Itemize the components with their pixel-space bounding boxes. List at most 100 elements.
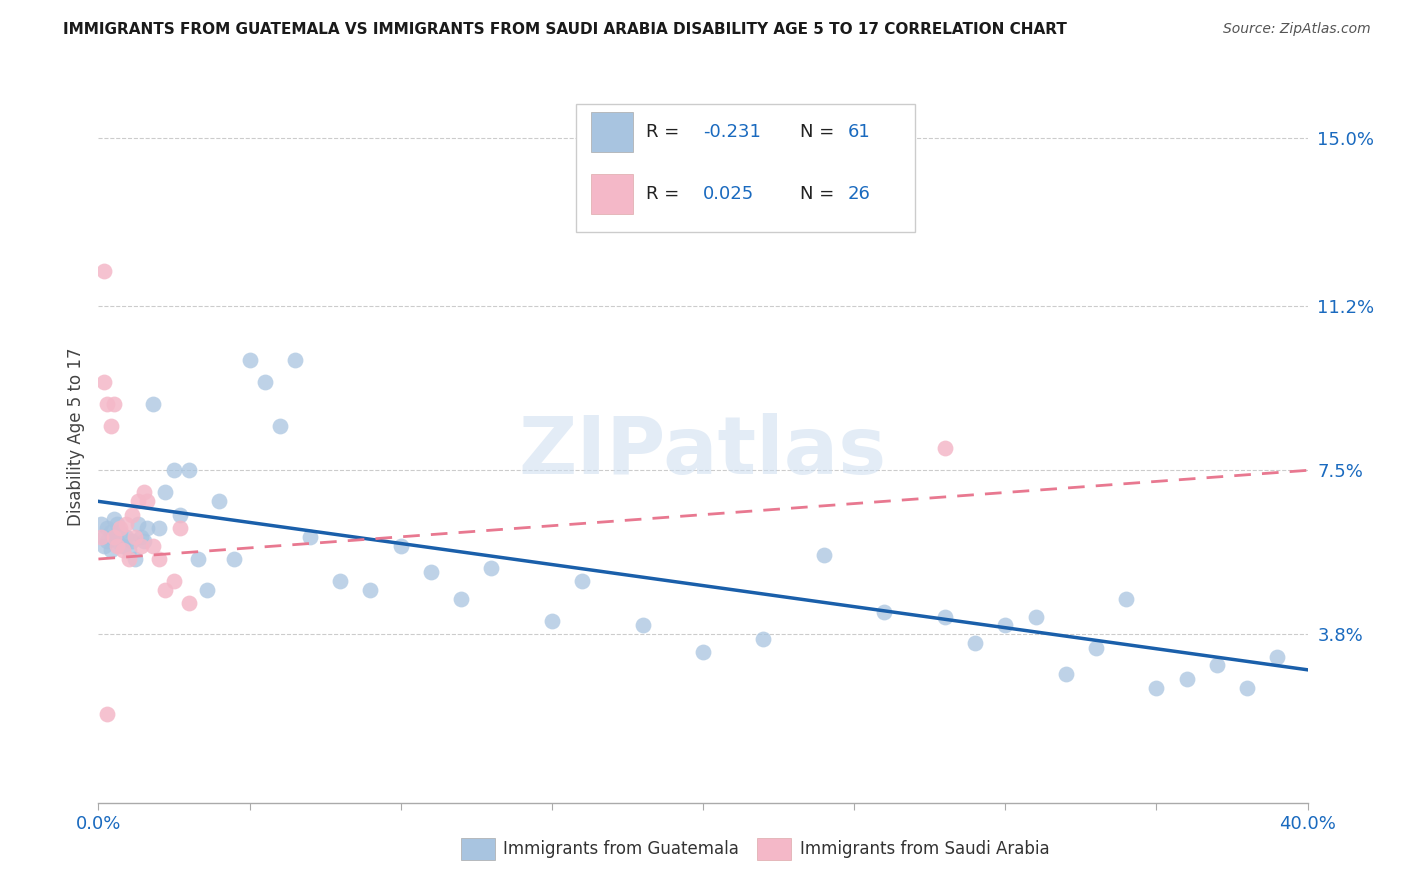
Text: 26: 26	[848, 185, 870, 202]
Point	[208, 494, 231, 508]
Point	[540, 614, 562, 628]
Point	[239, 352, 262, 367]
Point	[153, 485, 176, 500]
Point	[873, 605, 896, 619]
Point	[118, 552, 141, 566]
Point	[1115, 591, 1137, 606]
Text: ZIPatlas: ZIPatlas	[519, 413, 887, 491]
Point	[90, 530, 112, 544]
Point	[111, 539, 134, 553]
Point	[253, 375, 276, 389]
Point	[329, 574, 352, 589]
Text: R =: R =	[647, 123, 679, 141]
Point	[124, 552, 146, 566]
Y-axis label: Disability Age 5 to 17: Disability Age 5 to 17	[66, 348, 84, 526]
Point	[132, 485, 155, 500]
Point	[105, 539, 128, 553]
Point	[163, 463, 186, 477]
Point	[114, 516, 136, 531]
Point	[224, 552, 246, 566]
Point	[752, 632, 775, 646]
Point	[1206, 658, 1229, 673]
Bar	[591, 174, 633, 214]
Point	[114, 530, 136, 544]
Point	[389, 539, 412, 553]
Point	[100, 543, 122, 558]
Point	[169, 521, 191, 535]
Point	[93, 539, 115, 553]
Point	[129, 530, 152, 544]
Bar	[461, 838, 495, 860]
Point	[934, 441, 956, 455]
Point	[103, 397, 125, 411]
Text: IMMIGRANTS FROM GUATEMALA VS IMMIGRANTS FROM SAUDI ARABIA DISABILITY AGE 5 TO 17: IMMIGRANTS FROM GUATEMALA VS IMMIGRANTS …	[63, 22, 1067, 37]
Point	[420, 566, 443, 580]
Point	[121, 534, 143, 549]
Text: 0.025: 0.025	[703, 185, 754, 202]
Text: R =: R =	[647, 185, 679, 202]
Point	[450, 591, 472, 606]
Point	[179, 596, 201, 610]
Point	[108, 521, 131, 535]
Point	[103, 530, 125, 544]
Text: N =: N =	[800, 123, 834, 141]
Point	[148, 552, 170, 566]
Point	[111, 543, 134, 558]
Text: N =: N =	[800, 185, 834, 202]
Point	[299, 530, 322, 544]
Point	[135, 494, 157, 508]
Text: Immigrants from Guatemala: Immigrants from Guatemala	[503, 840, 740, 858]
Point	[994, 618, 1017, 632]
Point	[103, 530, 125, 544]
Point	[96, 521, 118, 535]
Point	[103, 512, 125, 526]
Point	[100, 419, 122, 434]
Point	[284, 352, 307, 367]
Point	[135, 521, 157, 535]
Text: 61: 61	[848, 123, 870, 141]
Point	[269, 419, 291, 434]
Point	[108, 525, 131, 540]
Point	[96, 707, 118, 722]
Point	[179, 463, 201, 477]
Point	[127, 494, 149, 508]
Point	[1236, 681, 1258, 695]
Point	[360, 582, 382, 597]
Point	[142, 397, 165, 411]
Point	[148, 521, 170, 535]
Point	[1267, 649, 1289, 664]
Point	[132, 534, 155, 549]
Bar	[591, 112, 633, 152]
Point	[813, 548, 835, 562]
Point	[934, 609, 956, 624]
Point	[195, 582, 218, 597]
Point	[1054, 667, 1077, 681]
Point	[1144, 681, 1167, 695]
Point	[169, 508, 191, 522]
Point	[105, 516, 128, 531]
Point	[153, 582, 176, 597]
FancyBboxPatch shape	[576, 104, 915, 232]
Point	[96, 534, 118, 549]
Point	[142, 539, 165, 553]
Text: -0.231: -0.231	[703, 123, 761, 141]
Point	[163, 574, 186, 589]
Point	[129, 539, 152, 553]
Point	[1024, 609, 1046, 624]
Point	[1085, 640, 1108, 655]
Point	[90, 516, 112, 531]
Point	[571, 574, 593, 589]
Point	[105, 534, 128, 549]
Point	[93, 530, 115, 544]
Point	[93, 264, 115, 278]
Point	[631, 618, 654, 632]
Point	[124, 530, 146, 544]
Text: Immigrants from Saudi Arabia: Immigrants from Saudi Arabia	[800, 840, 1049, 858]
Text: Source: ZipAtlas.com: Source: ZipAtlas.com	[1223, 22, 1371, 37]
Point	[965, 636, 987, 650]
Point	[187, 552, 209, 566]
Point	[118, 543, 141, 558]
Point	[100, 525, 122, 540]
Point	[96, 397, 118, 411]
Point	[127, 516, 149, 531]
